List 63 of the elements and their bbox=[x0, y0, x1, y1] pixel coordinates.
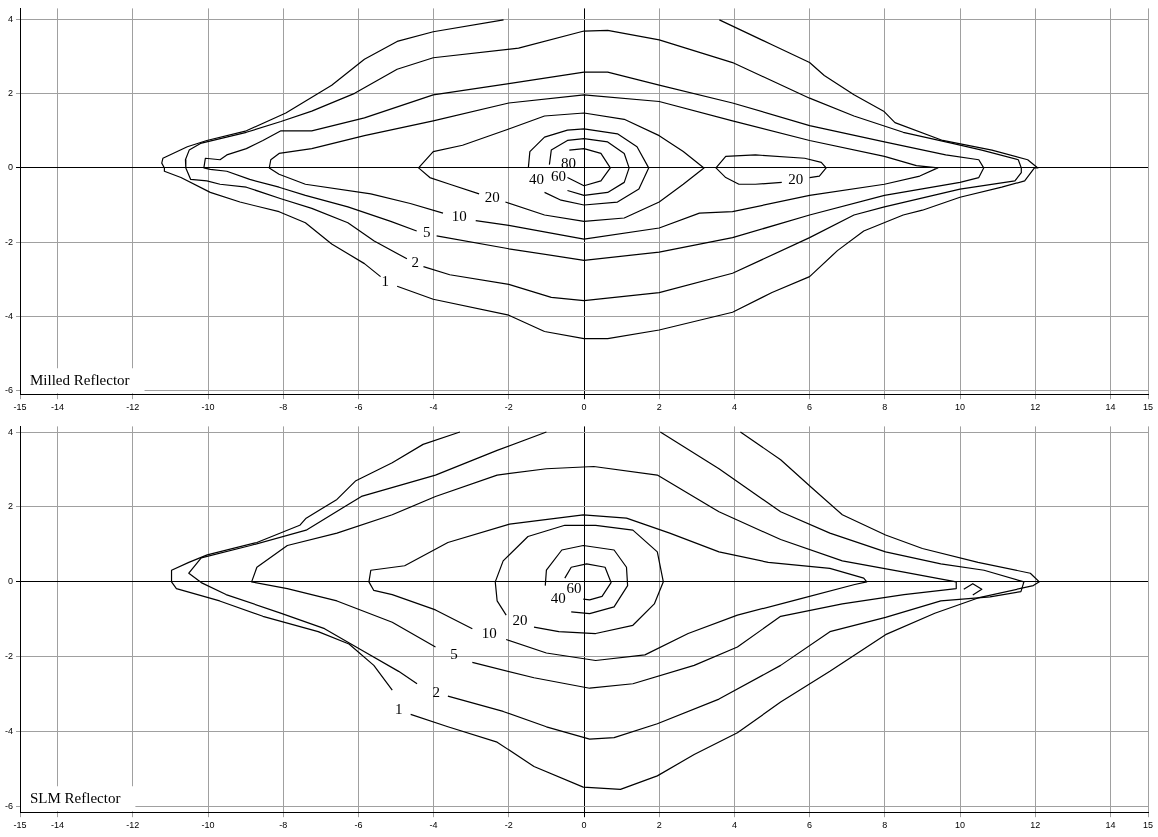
y-tick-label: 2 bbox=[7, 501, 13, 512]
x-tick-label: -4 bbox=[429, 402, 438, 413]
x-tick-label: 8 bbox=[882, 402, 888, 413]
x-tick-label: -4 bbox=[429, 820, 438, 831]
y-tick-label: 2 bbox=[7, 88, 13, 99]
y-tick-label: 4 bbox=[7, 426, 13, 437]
x-tick-label: 6 bbox=[807, 402, 813, 413]
x-tick-label: -10 bbox=[201, 820, 215, 831]
x-tick-label: 6 bbox=[807, 820, 813, 831]
x-tick-label: 8 bbox=[882, 820, 888, 831]
series-label: 5 bbox=[422, 224, 431, 241]
x-tick-label: -14 bbox=[51, 402, 65, 413]
series-label: 60 bbox=[550, 168, 566, 185]
x-tick-label: -12 bbox=[126, 820, 140, 831]
series-label: 10 bbox=[481, 625, 497, 642]
x-tick-label: -6 bbox=[354, 402, 363, 413]
y-tick-label: 0 bbox=[7, 576, 13, 587]
x-tick-label: 10 bbox=[954, 402, 966, 413]
y-tick-label: -2 bbox=[4, 236, 13, 247]
x-tick-label: -6 bbox=[354, 820, 363, 831]
series-label: 20 bbox=[788, 170, 804, 187]
x-tick-label: 15 bbox=[1142, 402, 1154, 413]
x-tick-label: -8 bbox=[279, 820, 288, 831]
series-label: 10 bbox=[451, 207, 467, 224]
series-label: 2 bbox=[432, 683, 440, 700]
series-label: 20 bbox=[484, 188, 500, 205]
x-tick-label: 14 bbox=[1105, 820, 1116, 831]
x-tick-label: -15 bbox=[13, 402, 27, 413]
y-tick-label: 4 bbox=[7, 14, 13, 25]
x-tick-label: -8 bbox=[279, 402, 288, 413]
x-tick-label: 4 bbox=[731, 402, 737, 413]
x-tick-label: 10 bbox=[954, 820, 966, 831]
x-tick-label: 12 bbox=[1030, 820, 1041, 831]
x-tick-label: 0 bbox=[581, 820, 587, 831]
series-label: 1 bbox=[395, 701, 403, 718]
y-tick-label: -2 bbox=[4, 651, 13, 662]
y-tick-label: -4 bbox=[4, 726, 13, 737]
series-label: 2 bbox=[411, 253, 419, 270]
series-label: 60 bbox=[566, 579, 582, 596]
x-tick-label: 15 bbox=[1142, 820, 1154, 831]
x-tick-label: 2 bbox=[656, 402, 662, 413]
text: Milled Reflector bbox=[30, 372, 130, 389]
x-tick-label: 12 bbox=[1030, 402, 1041, 413]
x-tick-label: 0 bbox=[581, 402, 587, 413]
series-label: 1 bbox=[381, 272, 389, 289]
series-label: 40 bbox=[550, 589, 566, 606]
y-tick-label: 0 bbox=[7, 162, 13, 173]
y-tick-label: -4 bbox=[4, 310, 13, 321]
y-tick-label: -6 bbox=[4, 384, 13, 395]
x-tick-label: 2 bbox=[656, 820, 662, 831]
x-tick-label: 4 bbox=[731, 820, 737, 831]
x-tick-label: -12 bbox=[126, 402, 140, 413]
x-tick-label: -14 bbox=[51, 820, 65, 831]
series-label: 20 bbox=[512, 612, 528, 629]
series-label: 40 bbox=[528, 171, 544, 188]
series-label: 5 bbox=[450, 645, 458, 662]
x-tick-label: -15 bbox=[13, 820, 27, 831]
x-tick-label: -2 bbox=[504, 402, 513, 413]
y-tick-label: -6 bbox=[4, 801, 13, 812]
x-tick-label: -2 bbox=[504, 820, 513, 831]
text: SLM Reflector bbox=[30, 790, 121, 807]
x-tick-label: 14 bbox=[1105, 402, 1116, 413]
x-tick-label: -10 bbox=[201, 402, 215, 413]
